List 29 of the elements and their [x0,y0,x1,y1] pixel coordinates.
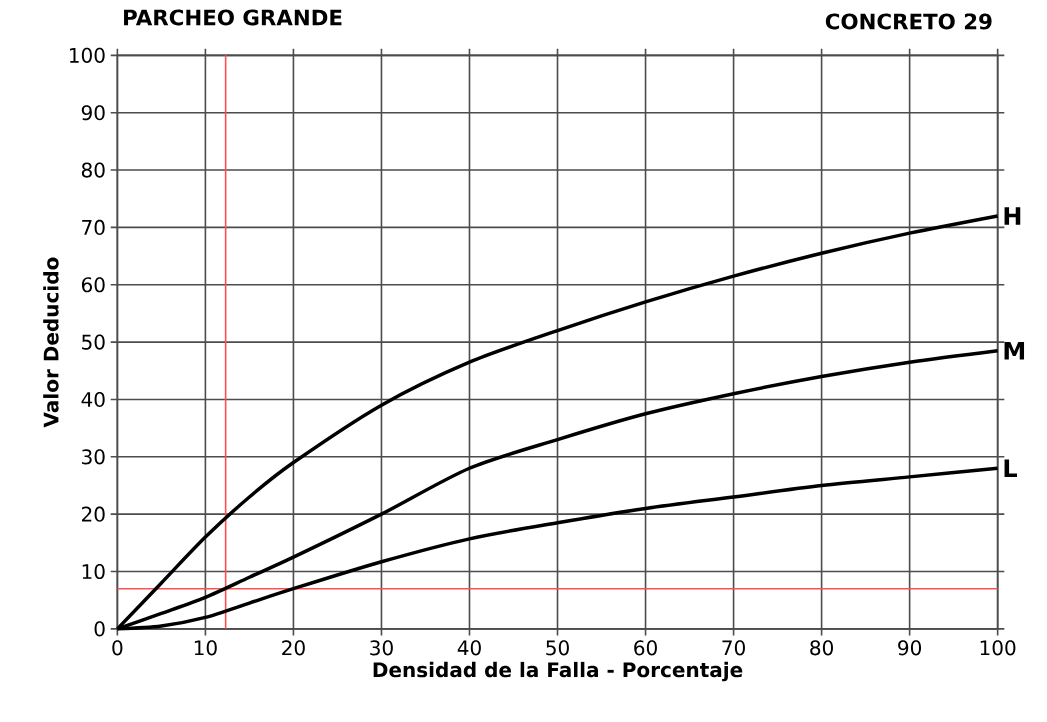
x-tick-label: 70 [722,640,745,656]
x-tick-label: 0 [112,640,123,656]
y-tick-label: 30 [82,449,105,465]
chart-subtitle: CONCRETO 29 [825,13,992,30]
x-tick-label: 60 [634,640,657,656]
series-label: H [1004,207,1021,225]
x-tick-label: 100 [980,640,1016,656]
x-tick-label: 20 [282,640,305,656]
y-tick-label: 60 [81,277,105,293]
y-tick-label: 20 [82,506,105,522]
x-tick-label: 30 [370,640,393,656]
x-tick-label: 40 [457,640,481,656]
series-label: M [1004,341,1025,360]
chart-title: PARCHEO GRANDE [124,9,342,26]
x-tick-label: 80 [810,640,833,656]
y-axis-title: Valor Deducido [43,257,59,428]
y-tick-label: 50 [82,334,105,350]
series-label: L [1004,459,1018,477]
x-tick-label: 10 [194,640,217,656]
x-tick-label: 50 [546,640,569,656]
y-tick-label: 10 [82,563,105,579]
y-tick-label: 40 [81,391,105,407]
y-tick-label: 90 [81,105,105,121]
y-tick-label: 0 [94,621,105,637]
y-tick-label: 70 [82,219,105,235]
y-tick-label: 100 [70,47,105,63]
x-tick-label: 90 [898,640,922,656]
x-axis-title: Densidad de la Falla - Porcentaje [373,661,743,682]
y-tick-label: 80 [81,162,105,178]
